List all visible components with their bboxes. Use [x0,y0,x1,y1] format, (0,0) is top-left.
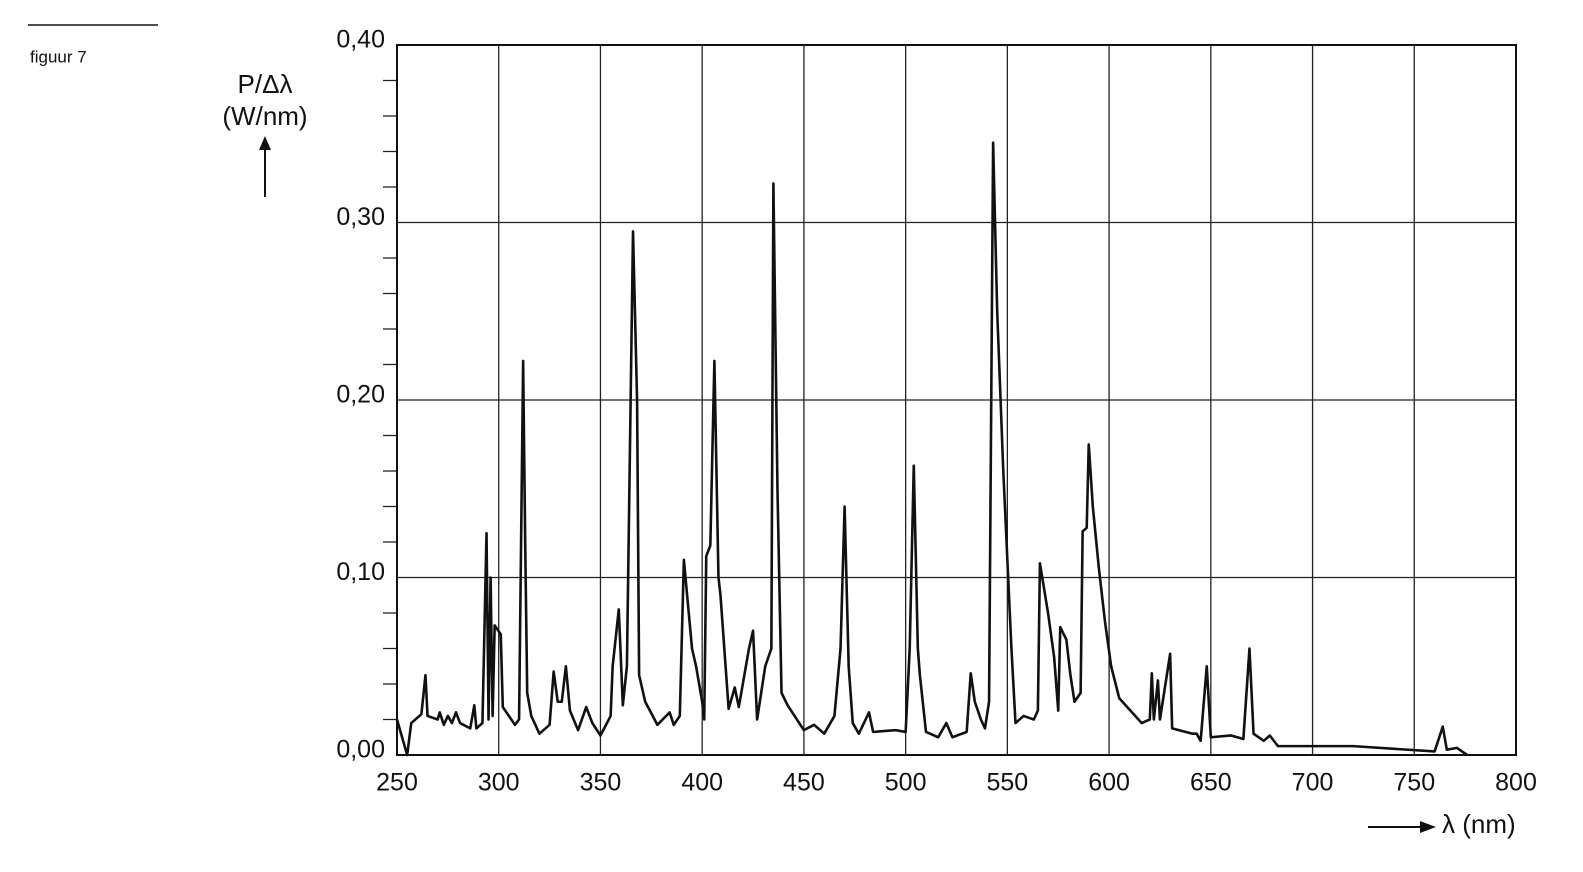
y-tick-label: 0,40 [336,26,385,54]
x-tick-label: 350 [580,769,622,797]
x-tick-label: 250 [376,769,418,797]
x-tick-label: 550 [987,769,1029,797]
spectrum-line [395,141,1468,757]
y-tick-label: 0,00 [336,736,385,764]
figure-label: figuur 7 [30,47,87,66]
x-tick-label: 750 [1393,769,1435,797]
x-tick-label: 400 [681,769,723,797]
y-tick-label: 0,20 [336,381,385,409]
x-tick-label: 300 [478,769,520,797]
y-tick-label: 0,10 [336,558,385,586]
x-tick-label: 450 [783,769,825,797]
x-tick-label: 700 [1292,769,1334,797]
x-axis-label: λ (nm) [1442,809,1516,839]
x-tick-label: 800 [1495,769,1537,797]
plot-frame [396,44,1517,756]
x-tick-label: 500 [885,769,927,797]
y-arrow-head [259,136,271,150]
y-axis-label: P/Δλ [238,69,293,99]
x-arrow-head [1420,821,1436,833]
y-tick-label: 0,30 [336,203,385,231]
x-tick-label: 600 [1088,769,1130,797]
y-axis-unit: (W/nm) [222,101,307,131]
x-tick-label: 650 [1190,769,1232,797]
